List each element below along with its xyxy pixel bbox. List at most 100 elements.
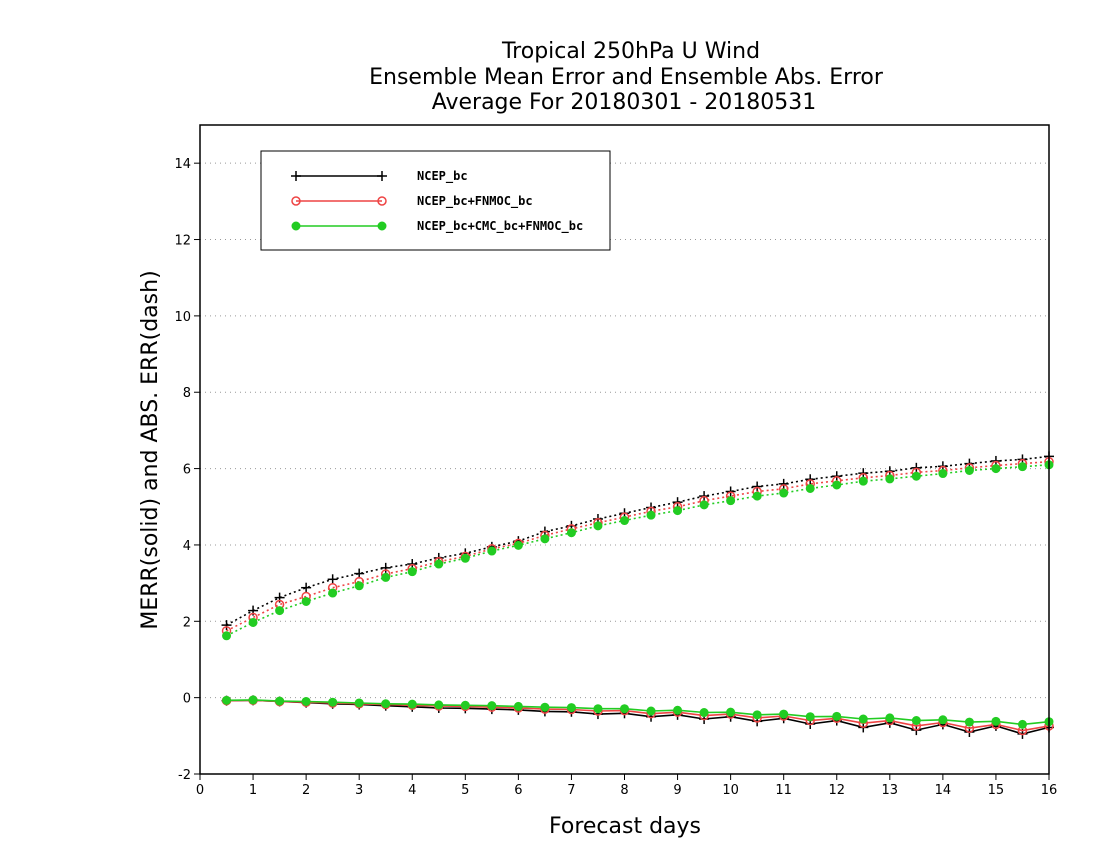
data-point <box>487 546 497 556</box>
data-point <box>620 704 629 714</box>
data-point <box>301 696 311 706</box>
data-point <box>328 588 338 598</box>
data-point <box>752 481 763 492</box>
x-tick-label: 16 <box>1041 783 1058 798</box>
data-point <box>540 702 550 712</box>
chart-title-line-2: Ensemble Mean Error and Ensemble Abs. Er… <box>369 65 884 90</box>
plot-area <box>221 451 1054 739</box>
series-1 <box>221 456 1054 736</box>
legend-label: NCEP_bc <box>417 169 468 184</box>
grid <box>200 162 1049 775</box>
data-point <box>291 171 301 181</box>
data-point <box>354 581 364 591</box>
data-point <box>222 695 232 705</box>
data-point <box>964 465 974 475</box>
y-tick-label: 0 <box>183 692 191 707</box>
x-tick-label: 11 <box>775 783 792 798</box>
data-point <box>938 469 948 479</box>
data-point <box>248 617 258 627</box>
data-point <box>381 572 391 582</box>
y-tick-label: 6 <box>183 463 191 478</box>
chart-title-line-3: Average For 20180301 - 20180531 <box>432 90 817 115</box>
data-point <box>752 491 762 501</box>
data-point <box>540 534 550 544</box>
legend-entry: NCEP_bc+FNMOC_bc <box>291 194 533 209</box>
data-point <box>805 483 815 493</box>
data-point <box>911 471 921 481</box>
x-tick-label: 0 <box>196 783 204 798</box>
y-tick-label: 10 <box>174 310 191 325</box>
legend-label: NCEP_bc+FNMOC_bc <box>417 194 533 209</box>
data-point <box>964 717 974 727</box>
data-point <box>646 706 656 716</box>
data-point <box>991 716 1001 726</box>
data-point <box>805 712 815 722</box>
data-point <box>699 500 709 510</box>
x-tick-label: 7 <box>567 783 575 798</box>
legend-entry: NCEP_bc <box>291 169 468 184</box>
data-point <box>460 700 470 710</box>
data-point <box>646 510 656 520</box>
data-point <box>779 488 789 498</box>
y-axis-label: MERR(solid) and ABS. ERR(dash) <box>138 270 163 629</box>
y-tick-label: -2 <box>178 768 191 783</box>
data-point <box>911 716 921 726</box>
data-point <box>381 699 391 709</box>
x-axis-label: Forecast days <box>549 814 701 839</box>
data-point <box>885 474 895 484</box>
data-point <box>779 709 789 719</box>
data-point <box>275 696 285 706</box>
x-tick-label: 12 <box>828 783 845 798</box>
x-tick-label: 5 <box>461 783 469 798</box>
data-point <box>275 606 285 616</box>
abs-err-line <box>226 460 1050 632</box>
data-point <box>513 701 523 711</box>
data-point <box>726 496 736 506</box>
data-point <box>858 476 868 486</box>
x-tick-label: 1 <box>249 783 257 798</box>
x-tick-label: 14 <box>935 783 952 798</box>
y-tick-label: 2 <box>183 615 191 630</box>
data-point <box>593 521 603 531</box>
data-point <box>301 582 312 593</box>
data-point <box>513 540 523 550</box>
data-point <box>487 701 497 711</box>
data-point <box>327 574 338 585</box>
merr-line <box>226 699 1050 735</box>
data-point <box>434 700 444 710</box>
data-point <box>291 221 301 231</box>
data-point <box>991 464 1001 474</box>
legend: NCEP_bc NCEP_bc+FNMOC_bc NCEP_bc+CMC_bc+FN… <box>260 150 611 251</box>
data-point <box>222 631 232 641</box>
data-point <box>752 710 762 720</box>
abs-err-line <box>226 464 1050 637</box>
y-tick-label: 8 <box>183 386 191 401</box>
x-tick-label: 3 <box>355 783 363 798</box>
x-tick-label: 9 <box>673 783 681 798</box>
x-tick-label: 8 <box>620 783 628 798</box>
data-point <box>726 707 736 717</box>
x-tick-label: 2 <box>302 783 310 798</box>
data-point <box>885 713 895 723</box>
y-tick-label: 4 <box>183 539 191 554</box>
y-tick-label: 12 <box>174 234 191 249</box>
abs-err-line <box>226 455 1050 626</box>
data-point <box>377 171 387 181</box>
legend-label: NCEP_bc+CMC_bc+FNMOC_bc <box>417 219 583 234</box>
legend-entry: NCEP_bc+CMC_bc+FNMOC_bc <box>291 219 583 234</box>
data-point <box>377 196 387 206</box>
data-point <box>291 196 301 206</box>
x-tick-label: 6 <box>514 783 522 798</box>
data-point <box>380 562 391 573</box>
data-point <box>673 705 683 715</box>
x-tick-label: 15 <box>988 783 1005 798</box>
data-point <box>460 553 470 563</box>
data-point <box>832 480 842 490</box>
series-0 <box>221 451 1054 739</box>
data-point <box>566 703 576 713</box>
x-tick-label: 4 <box>408 783 416 798</box>
data-point <box>1017 719 1027 729</box>
data-point <box>407 567 417 577</box>
